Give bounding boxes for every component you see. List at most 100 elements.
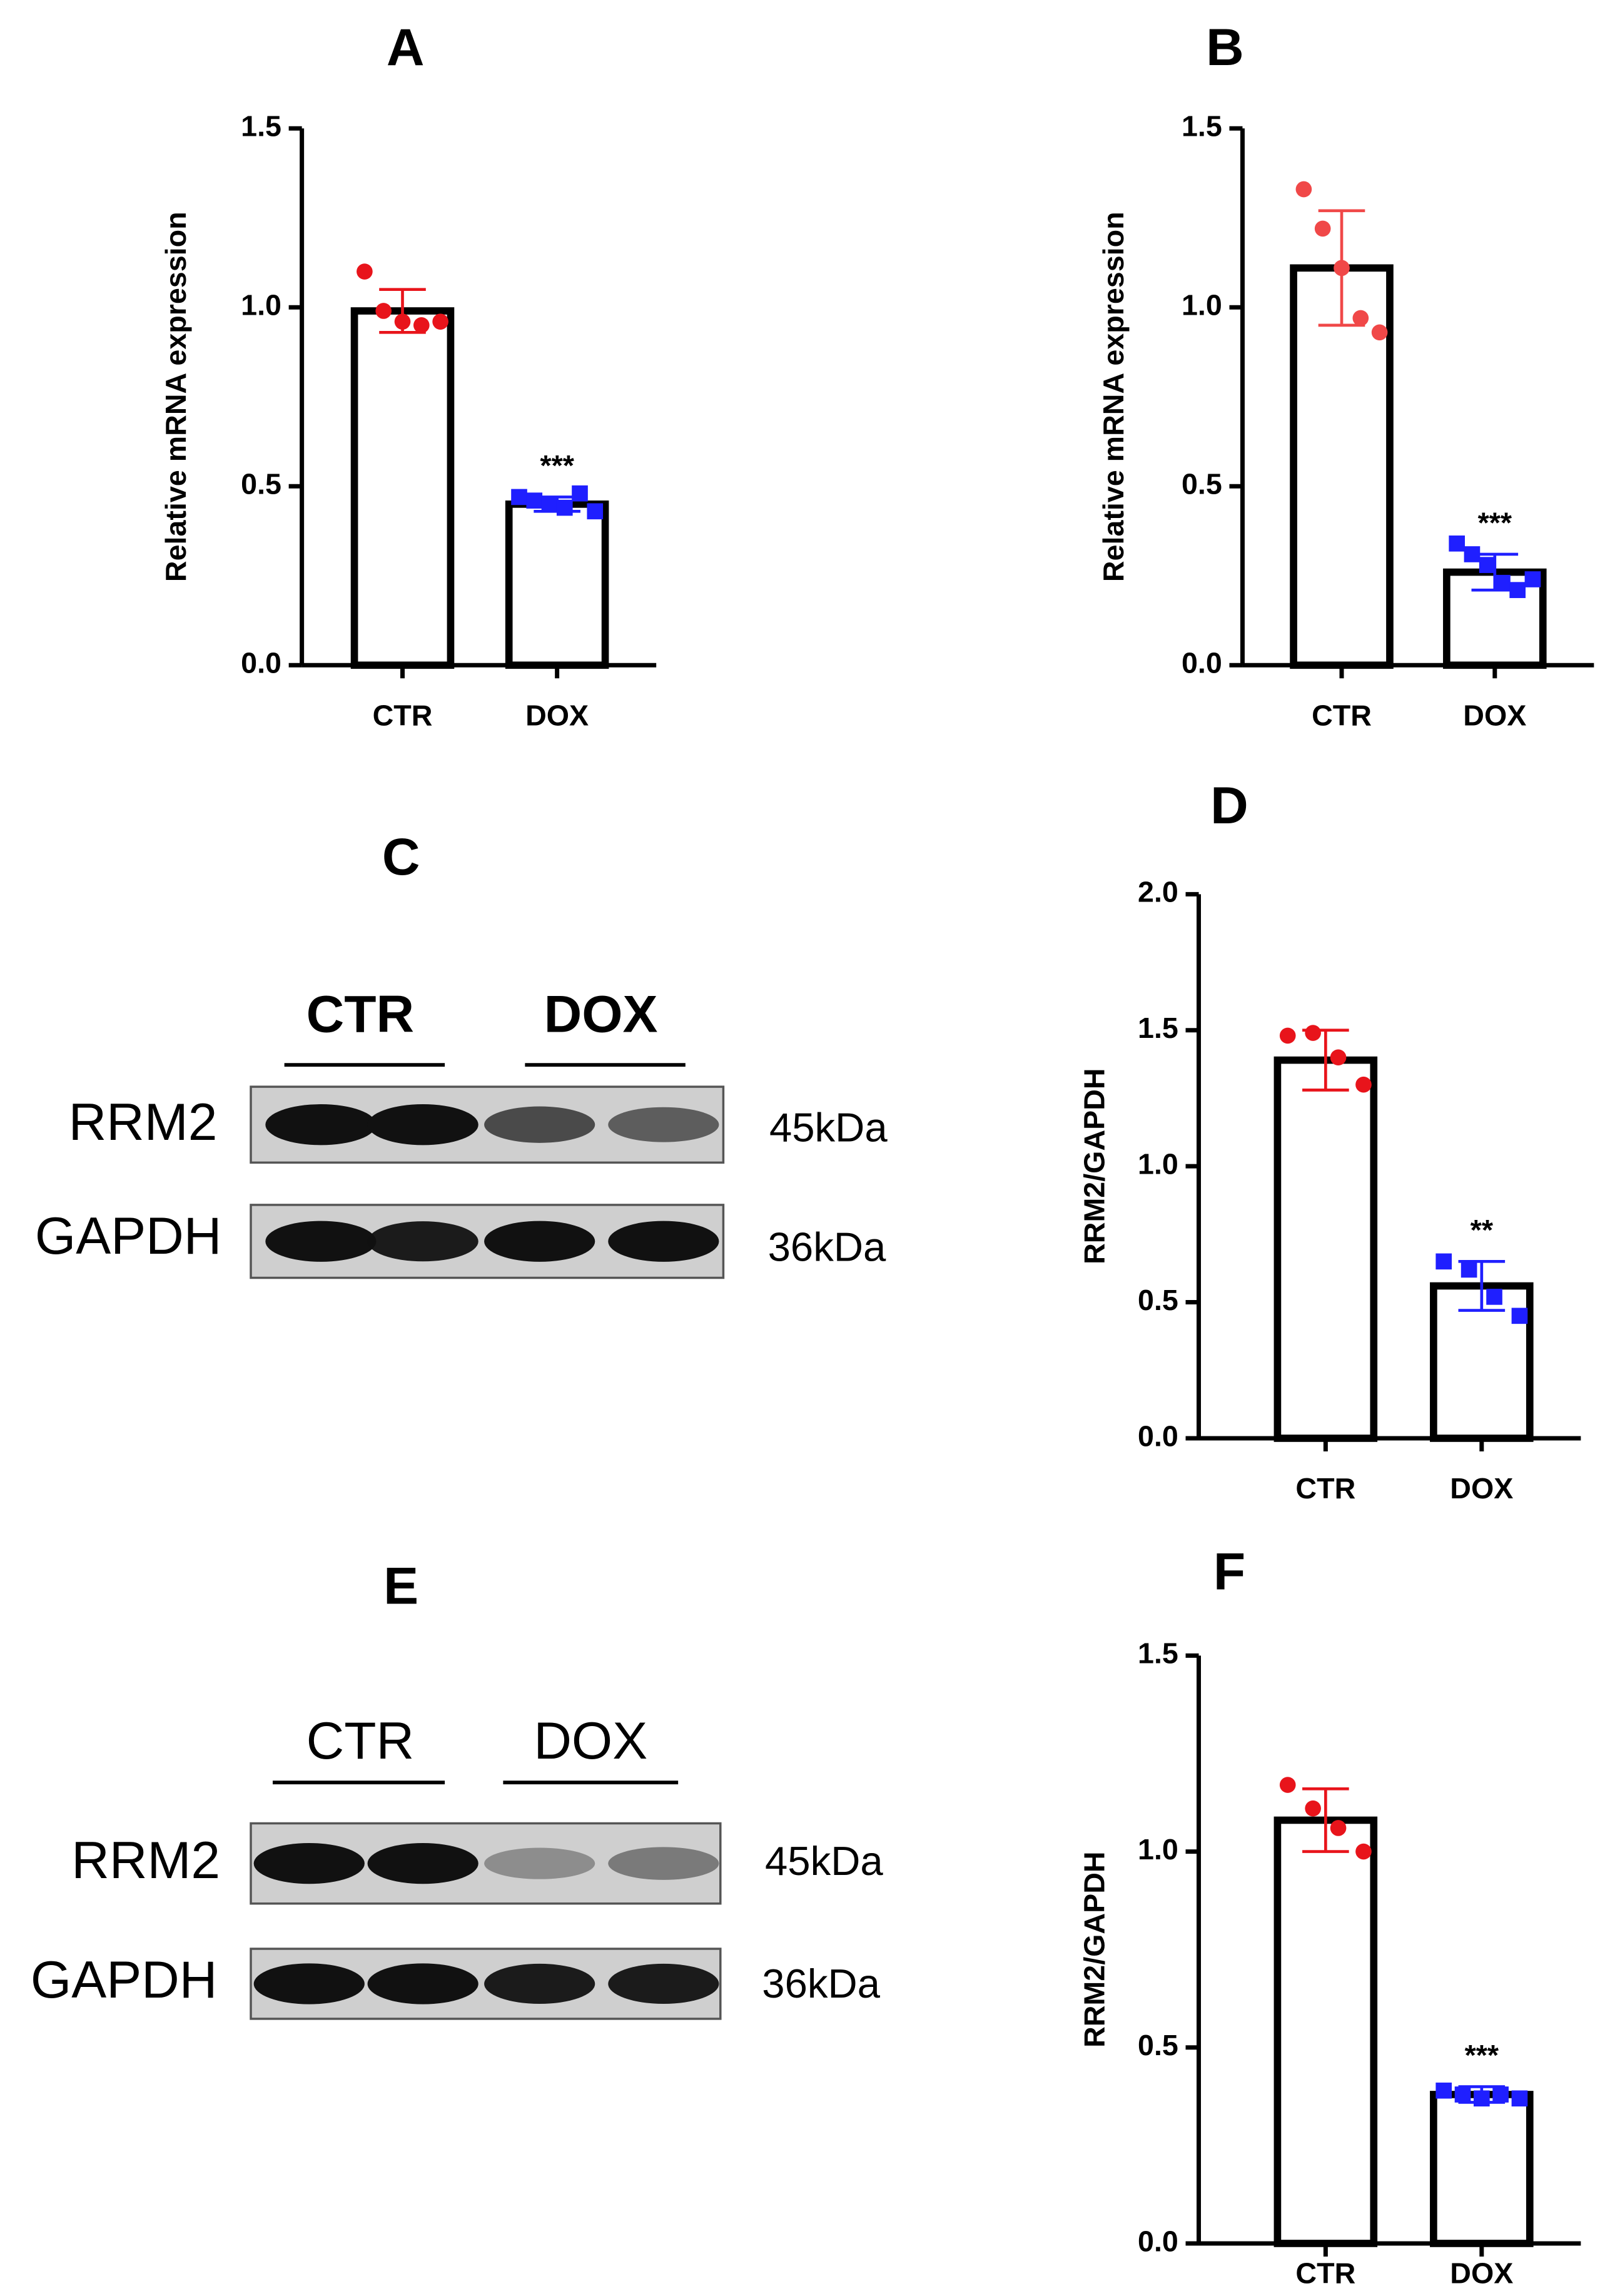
y-tick-label: 0.5: [1182, 468, 1222, 500]
panel-label: C: [382, 827, 420, 886]
y-tick-label: 0.0: [1182, 647, 1222, 679]
panel-label: B: [1206, 18, 1244, 76]
data-point: [1461, 1261, 1477, 1278]
bar: [350, 307, 455, 669]
data-point: [413, 317, 430, 333]
data-point: [1355, 1076, 1372, 1093]
size-label: 45kDa: [765, 1838, 883, 1884]
x-tick-label: DOX: [525, 699, 589, 732]
lane-label: CTR: [306, 985, 414, 1044]
blot-band: [265, 1221, 377, 1262]
data-point: [1330, 1049, 1347, 1066]
data-point: [1334, 260, 1350, 277]
significance: **: [1471, 1214, 1494, 1246]
lane-label: DOX: [544, 985, 658, 1044]
data-point: [1314, 220, 1331, 237]
blot-band: [484, 1963, 595, 2004]
x-tick-label: DOX: [1450, 1472, 1513, 1505]
blot-band: [484, 1106, 595, 1143]
bar: [1273, 1056, 1378, 1442]
bar: [1430, 2091, 1534, 2247]
y-axis-label: Relative mRNA expression: [159, 211, 192, 582]
data-point: [572, 485, 588, 502]
data-point: [1509, 582, 1526, 598]
blot-band: [608, 1847, 719, 1880]
row-label: GAPDH: [31, 1950, 217, 2009]
row-label: GAPDH: [35, 1206, 221, 1265]
blot-band: [265, 1104, 377, 1145]
panel-label: A: [387, 18, 425, 76]
data-point: [432, 313, 448, 330]
data-point: [1355, 1843, 1372, 1860]
data-point: [587, 503, 604, 520]
y-tick-label: 1.0: [1138, 1147, 1178, 1180]
blot-band: [253, 1842, 365, 1884]
data-point: [1494, 574, 1511, 591]
y-axis-label: Relative mRNA expression: [1097, 211, 1130, 582]
blot-band: [367, 1221, 478, 1262]
row-label: RRM2: [69, 1092, 218, 1151]
data-point: [1305, 1800, 1321, 1817]
blot-band: [367, 1963, 478, 2004]
data-point: [511, 489, 527, 505]
data-point: [1305, 1025, 1321, 1041]
data-point: [1486, 1289, 1502, 1305]
data-point: [541, 496, 558, 512]
y-tick-label: 0.0: [1138, 1420, 1178, 1452]
data-point: [1279, 1027, 1296, 1044]
panel-label: D: [1210, 776, 1248, 835]
data-point: [1371, 324, 1388, 341]
bar: [505, 500, 609, 669]
lane-label: CTR: [306, 1711, 414, 1770]
data-point: [1449, 535, 1466, 552]
data-point: [526, 492, 543, 509]
size-label: 36kDa: [762, 1961, 880, 2006]
y-tick-label: 1.0: [241, 289, 281, 322]
blot-band: [484, 1847, 595, 1879]
y-tick-label: 0.5: [1138, 1284, 1178, 1316]
data-point: [1279, 1777, 1296, 1793]
y-tick-label: 0.5: [241, 468, 281, 500]
y-tick-label: 0.5: [1138, 2029, 1178, 2061]
blot-band: [484, 1221, 595, 1262]
error-bar: [1458, 1260, 1506, 1312]
data-point: [1511, 1308, 1528, 1324]
size-label: 36kDa: [768, 1224, 886, 1269]
y-tick-label: 0.0: [1138, 2225, 1178, 2257]
data-point: [1492, 2086, 1509, 2103]
data-point: [1295, 181, 1312, 198]
blot-band: [608, 1221, 719, 1262]
row-label: RRM2: [71, 1831, 220, 1889]
size-label: 45kDa: [769, 1104, 888, 1150]
y-tick-label: 1.5: [1138, 1637, 1178, 1670]
data-point: [1352, 310, 1369, 327]
significance: ***: [1465, 2039, 1499, 2071]
significance: ***: [1478, 507, 1512, 539]
x-tick-label: CTR: [373, 699, 433, 732]
blot-band: [367, 1104, 478, 1145]
lane-label: DOX: [534, 1711, 647, 1770]
x-tick-label: CTR: [1312, 699, 1372, 732]
blot-band: [608, 1107, 719, 1142]
bar: [1273, 1816, 1378, 2247]
error-bar: [1302, 1787, 1349, 1853]
blot-band: [608, 1963, 719, 2004]
x-tick-label: CTR: [1295, 2257, 1355, 2290]
y-tick-label: 1.5: [1138, 1012, 1178, 1044]
y-tick-label: 2.0: [1138, 876, 1178, 908]
data-point: [357, 263, 373, 280]
data-point: [1464, 546, 1481, 562]
data-point: [556, 499, 573, 516]
data-point: [375, 303, 392, 319]
x-tick-label: DOX: [1450, 2257, 1513, 2290]
y-axis-label: RRM2/GAPDH: [1078, 1068, 1111, 1264]
y-tick-label: 1.0: [1138, 1833, 1178, 1866]
x-tick-label: CTR: [1295, 1472, 1355, 1505]
data-point: [1435, 2082, 1452, 2099]
panel-label: F: [1213, 1542, 1245, 1600]
data-point: [1454, 2086, 1471, 2103]
data-point: [1524, 571, 1541, 587]
data-point: [1474, 2090, 1490, 2107]
blot-band: [253, 1963, 365, 2004]
